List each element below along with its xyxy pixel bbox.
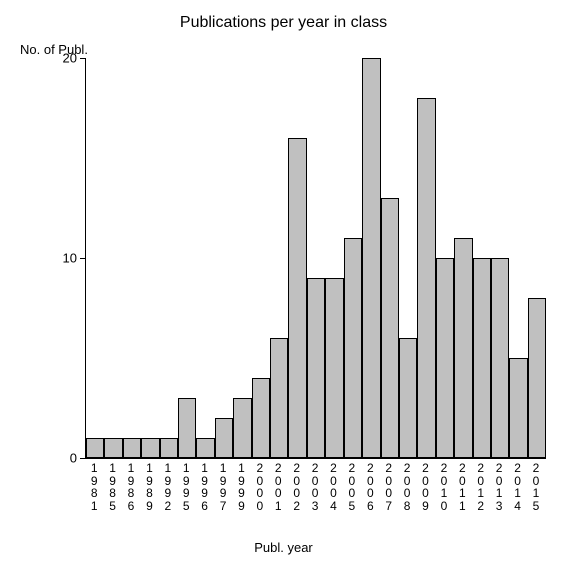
bar: [436, 258, 454, 458]
bar: [104, 438, 122, 458]
x-tick-label: 2005: [343, 462, 361, 512]
bar: [307, 278, 325, 458]
x-tick-label: 2009: [416, 462, 434, 512]
bar: [86, 438, 104, 458]
x-tick-label: 1992: [159, 462, 177, 512]
bars-group: [86, 58, 546, 458]
chart-container: Publications per year in class No. of Pu…: [0, 0, 567, 567]
bar: [362, 58, 380, 458]
bar: [454, 238, 472, 458]
bar: [325, 278, 343, 458]
bar: [473, 258, 491, 458]
bar: [215, 418, 233, 458]
x-axis-label: Publ. year: [0, 540, 567, 555]
x-tick-label: 2011: [453, 462, 471, 512]
y-tick-label: 10: [47, 251, 77, 266]
bar: [196, 438, 214, 458]
x-tick-label: 1986: [122, 462, 140, 512]
x-tick-label: 1996: [195, 462, 213, 512]
bar: [491, 258, 509, 458]
bar: [399, 338, 417, 458]
x-tick-label: 1985: [103, 462, 121, 512]
x-tick-label: 2012: [472, 462, 490, 512]
x-tick-label: 1995: [177, 462, 195, 512]
x-tick-label: 2010: [435, 462, 453, 512]
bar: [123, 438, 141, 458]
x-tick-label: 1999: [232, 462, 250, 512]
x-tick-label: 2000: [251, 462, 269, 512]
chart-title: Publications per year in class: [0, 14, 567, 32]
x-tick-label: 2006: [361, 462, 379, 512]
x-tick-label: 2007: [380, 462, 398, 512]
y-tick-label: 20: [47, 51, 77, 66]
bar: [509, 358, 527, 458]
bar: [288, 138, 306, 458]
x-tick-label: 2001: [269, 462, 287, 512]
x-tick-label: 2015: [527, 462, 545, 512]
x-tick-label: 1997: [214, 462, 232, 512]
bar: [270, 338, 288, 458]
x-tick-label: 2002: [287, 462, 305, 512]
bar: [160, 438, 178, 458]
bar: [252, 378, 270, 458]
bar: [381, 198, 399, 458]
x-labels-group: 1981198519861989199219951996199719992000…: [85, 462, 545, 512]
bar: [528, 298, 546, 458]
y-tick-label: 0: [47, 451, 77, 466]
bar: [233, 398, 251, 458]
x-tick-label: 2008: [398, 462, 416, 512]
x-tick-label: 2004: [324, 462, 342, 512]
bar: [178, 398, 196, 458]
bar: [344, 238, 362, 458]
x-tick-label: 1981: [85, 462, 103, 512]
x-tick-label: 1989: [140, 462, 158, 512]
x-tick-label: 2013: [490, 462, 508, 512]
x-tick-label: 2003: [306, 462, 324, 512]
plot-area: [85, 58, 546, 459]
x-tick-label: 2014: [508, 462, 526, 512]
bar: [141, 438, 159, 458]
bar: [417, 98, 435, 458]
